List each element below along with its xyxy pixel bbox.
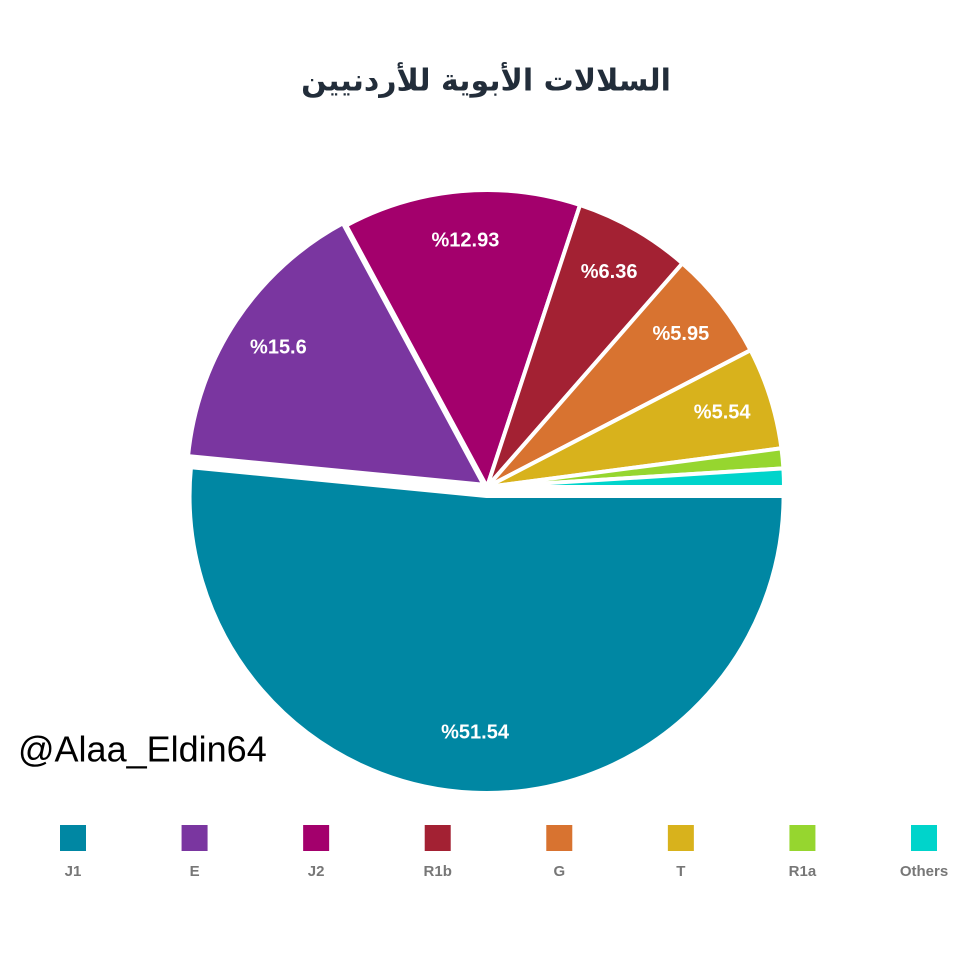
legend-label: G (553, 863, 565, 880)
pie-slice (186, 221, 486, 487)
legend-label: R1a (789, 863, 817, 880)
legend-swatch (60, 825, 86, 851)
pie-slice (187, 465, 786, 795)
pie-slice (485, 466, 786, 489)
value-label: %6.36 (581, 261, 638, 283)
watermark: @Alaa_Eldin64 (18, 729, 267, 770)
legend-label: R1b (424, 863, 452, 880)
legend-swatch (789, 825, 816, 851)
legend-swatch (911, 825, 937, 851)
legend-swatch (424, 825, 451, 851)
pie-slice (344, 188, 583, 489)
chart-title: السلالات الأبوية للأردنيين (301, 62, 671, 99)
legend-swatch (546, 825, 573, 851)
value-label: %5.54 (694, 401, 752, 423)
legend-label: T (676, 863, 685, 880)
legend-swatch (181, 825, 208, 851)
legend-label: E (190, 863, 200, 880)
legend-swatch (667, 825, 694, 851)
value-label: %12.93 (431, 230, 499, 252)
pie-slice (485, 202, 685, 489)
legend-label: J2 (308, 863, 325, 880)
value-label: %51.54 (441, 722, 510, 744)
value-label: %5.95 (653, 323, 710, 345)
legend-label: J1 (65, 863, 82, 880)
legend-swatch (303, 825, 330, 851)
legend-label: Others (900, 863, 948, 880)
value-label: %15.6 (250, 337, 307, 359)
